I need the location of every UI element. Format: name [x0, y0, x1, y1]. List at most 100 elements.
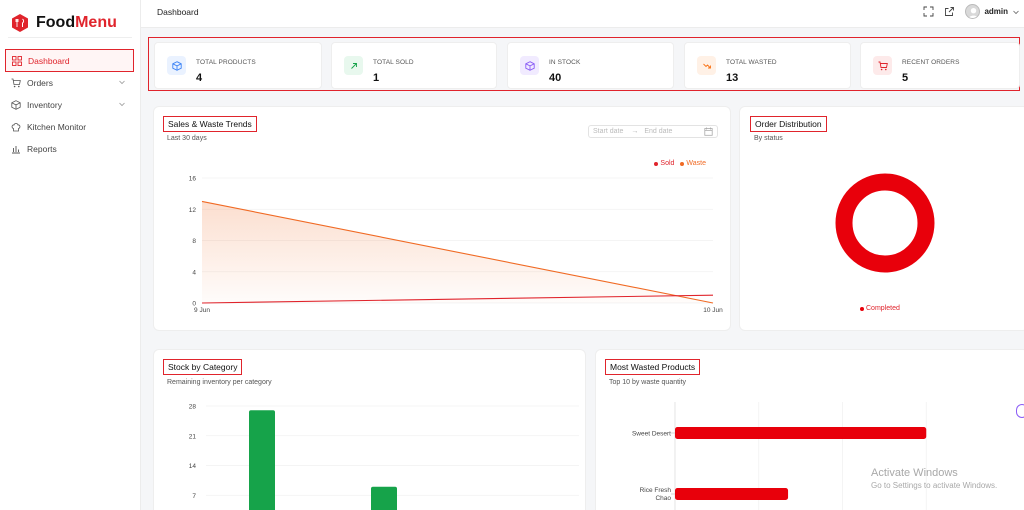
stat-value: 13: [726, 72, 739, 84]
bar-chart-icon: [11, 144, 21, 154]
x-tick-label: 10 Jun: [703, 307, 723, 314]
external-link-icon[interactable]: [944, 6, 955, 17]
avatar: [965, 4, 981, 19]
dashboard-icon: [12, 55, 22, 66]
stat-card-recent-orders[interactable]: RECENT ORDERS 5: [860, 42, 1020, 89]
floating-assistant-button[interactable]: [1016, 404, 1024, 418]
card-subtitle: Top 10 by waste quantity: [609, 379, 687, 386]
sidebar-item-dashboard[interactable]: Dashboard: [5, 49, 134, 72]
y-tick-label: 7: [192, 493, 196, 500]
end-date-input[interactable]: End date: [644, 128, 673, 135]
y-tick-label: 28: [189, 404, 197, 411]
box-icon: [520, 56, 539, 75]
card-subtitle: Last 30 days: [167, 135, 207, 142]
stat-card-total-products[interactable]: TOTAL PRODUCTS 4: [154, 42, 322, 89]
y-tick-label: Sweet Desert: [632, 431, 671, 438]
food-logo-icon: [12, 13, 28, 32]
box-icon: [11, 100, 21, 110]
cart-icon: [11, 78, 21, 88]
y-tick-label: Chao: [655, 495, 671, 502]
x-tick-label: 9 Jun: [194, 307, 210, 314]
order-distribution-donut-chart: [835, 173, 935, 273]
sidebar-item-label: Orders: [27, 78, 53, 88]
y-tick-label: 12: [189, 207, 197, 214]
bar: [371, 486, 397, 510]
chef-hat-icon: [11, 122, 21, 132]
stat-value: 40: [549, 72, 562, 84]
top-header: Dashboard admin: [141, 0, 1024, 28]
series-line-sold: [201, 294, 714, 304]
card-title: Order Distribution: [750, 116, 827, 132]
stat-value: 1: [373, 72, 380, 84]
chevron-down-icon[interactable]: [118, 100, 126, 108]
card-subtitle: By status: [754, 135, 783, 142]
order-distribution-card: Order Distribution By status Completed: [739, 106, 1024, 331]
breadcrumb: Dashboard: [157, 7, 199, 17]
box-icon: [167, 56, 186, 75]
y-tick-label: Rice Fresh: [640, 487, 672, 494]
stat-card-in-stock[interactable]: IN STOCK 40: [507, 42, 674, 89]
watermark-text: Go to Settings to activate Windows.: [871, 481, 998, 490]
username: admin: [984, 7, 1008, 16]
card-subtitle: Remaining inventory per category: [167, 379, 272, 386]
calendar-icon[interactable]: [704, 127, 713, 136]
brand-logo[interactable]: FoodMenu: [8, 0, 132, 38]
trend-down-icon: [697, 56, 716, 75]
windows-activation-watermark: Activate Windows Go to Settings to activ…: [871, 467, 997, 490]
stat-value: 5: [902, 72, 909, 84]
legend-item-waste[interactable]: Waste: [680, 160, 706, 167]
pie-slice-completed: [835, 173, 935, 273]
y-tick-label: 16: [189, 176, 197, 183]
y-tick-label: 8: [192, 238, 196, 245]
start-date-input[interactable]: Start date: [593, 128, 624, 135]
sidebar-item-orders[interactable]: Orders: [5, 72, 134, 94]
series-line-waste: [201, 200, 714, 304]
sidebar-item-inventory[interactable]: Inventory: [5, 94, 134, 116]
most-wasted-card: Most Wasted Products Top 10 by waste qua…: [595, 349, 1024, 510]
watermark-title: Activate Windows: [871, 467, 958, 479]
donut-legend: Completed: [860, 305, 900, 312]
stat-label: TOTAL PRODUCTS: [196, 59, 256, 66]
stat-label: RECENT ORDERS: [902, 59, 960, 66]
sidebar: FoodMenu Dashboard Orders Inventory: [0, 0, 141, 510]
sidebar-item-label: Inventory: [27, 100, 62, 110]
bar: [675, 488, 789, 500]
sidebar-item-reports[interactable]: Reports: [5, 138, 134, 160]
line-chart-legend: Sold Waste: [654, 160, 706, 167]
brand-name: FoodMenu: [36, 13, 117, 31]
sidebar-nav: Dashboard Orders Inventory Kitchen Monit…: [0, 49, 140, 160]
sidebar-item-kitchen-monitor[interactable]: Kitchen Monitor: [5, 116, 134, 138]
cart-icon: [873, 56, 892, 75]
fullscreen-icon[interactable]: [923, 6, 934, 17]
sidebar-item-label: Reports: [27, 144, 57, 154]
sidebar-item-label: Kitchen Monitor: [27, 122, 87, 132]
card-title: Most Wasted Products: [605, 359, 701, 375]
chevron-down-icon[interactable]: [118, 78, 126, 86]
card-title: Stock by Category: [163, 359, 243, 375]
chevron-down-icon: [1013, 10, 1019, 14]
legend-item-sold[interactable]: Sold: [654, 160, 674, 167]
card-title: Sales & Waste Trends: [163, 116, 257, 132]
y-tick-label: 4: [192, 269, 196, 276]
user-menu[interactable]: admin: [965, 4, 1020, 19]
stock-by-category-card: Stock by Category Remaining inventory pe…: [153, 349, 586, 510]
sidebar-item-label: Dashboard: [28, 55, 70, 66]
y-tick-label: 0: [192, 301, 196, 308]
stat-label: TOTAL SOLD: [373, 59, 414, 66]
sales-waste-line-chart: 0 4 8 12 16 9 Jun 10 Jun: [189, 176, 723, 315]
stat-card-total-sold[interactable]: TOTAL SOLD 1: [331, 42, 497, 89]
bar: [675, 427, 927, 439]
stat-card-total-wasted[interactable]: TOTAL WASTED 13: [684, 42, 851, 89]
arrow-right-icon: →: [631, 128, 639, 135]
y-tick-label: 21: [189, 433, 197, 440]
stats-row: TOTAL PRODUCTS 4 TOTAL SOLD 1 IN STOCK 4…: [148, 37, 1020, 91]
sales-waste-card: Sales & Waste Trends Last 30 days Start …: [153, 106, 731, 331]
stat-value: 4: [196, 72, 203, 84]
legend-item-completed[interactable]: Completed: [860, 305, 900, 312]
stat-label: IN STOCK: [549, 59, 581, 66]
bar: [249, 410, 275, 510]
trend-up-icon: [344, 56, 363, 75]
date-range-picker[interactable]: Start date → End date: [588, 125, 718, 138]
stock-bar-chart: 7 14 21 28: [189, 404, 579, 510]
